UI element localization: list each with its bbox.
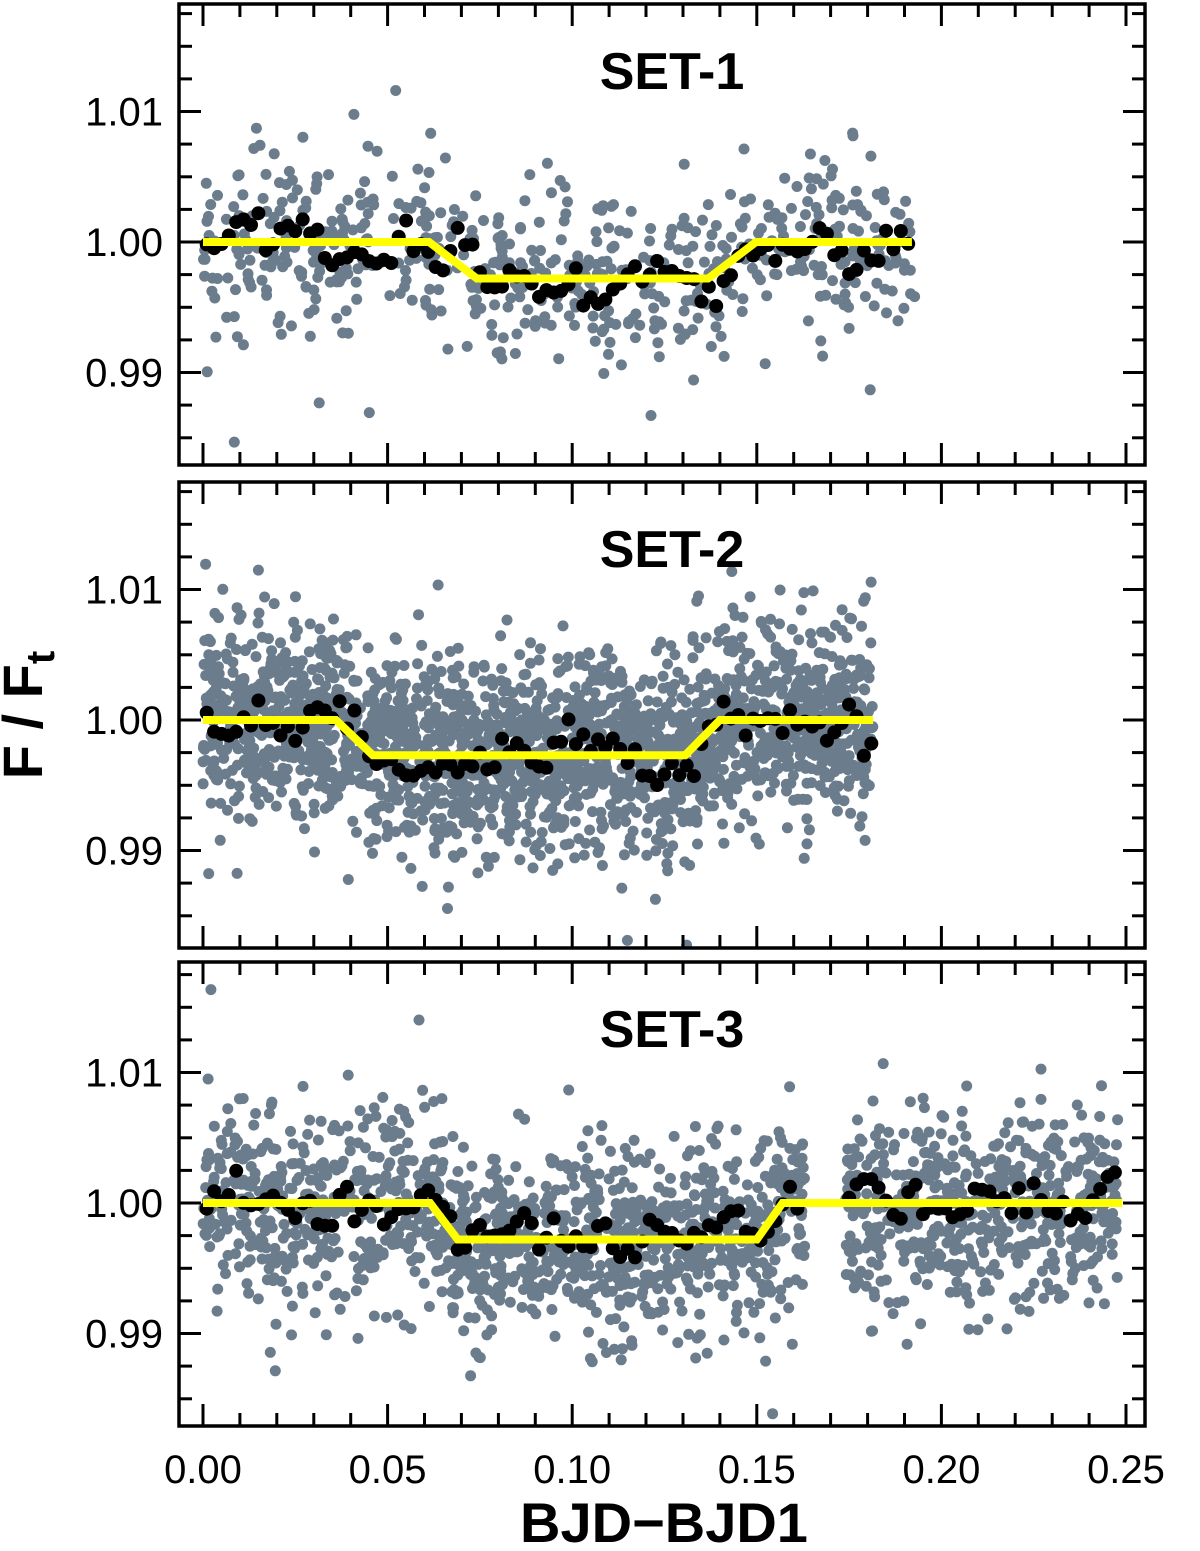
y-tick-label: 0.99 <box>85 830 163 874</box>
x-tick-label: 0.15 <box>718 1448 796 1492</box>
x-tick-label: 0.20 <box>902 1448 980 1492</box>
y-tick-label: 1.01 <box>85 91 163 135</box>
axis-ticks <box>179 482 1145 948</box>
set-label: SET-1 <box>600 43 745 101</box>
y-tick-label: 1.01 <box>85 1052 163 1096</box>
binned-points <box>199 206 916 313</box>
y-tick-label: 1.00 <box>85 221 163 265</box>
y-axis-label-main: F / F <box>0 664 54 779</box>
transit-model-line <box>203 238 912 283</box>
panel-frame <box>177 2 1147 467</box>
x-tick-label: 0.00 <box>164 1448 242 1492</box>
y-axis-label: F / Ft <box>0 651 63 779</box>
x-tick-label: 0.25 <box>1087 1448 1165 1492</box>
x-tick-label: 0.05 <box>349 1448 427 1492</box>
set-label: SET-3 <box>600 1001 745 1059</box>
y-tick-label: 0.99 <box>85 352 163 396</box>
panel-set-2: 0.99 1.00 1.01 SET-2 <box>85 480 1147 950</box>
y-tick-label: 1.00 <box>85 699 163 743</box>
panels-group: 0.99 1.00 1.01 SET-1 0.99 1.00 1.01 SET-2 0.99 1.… <box>85 2 1165 1492</box>
axis-ticks <box>179 4 1145 465</box>
y-axis-label-subscript: t <box>19 651 63 664</box>
y-tick-label: 0.99 <box>85 1313 163 1357</box>
unbinned-points <box>198 85 921 448</box>
y-tick-label: 1.00 <box>85 1182 163 1226</box>
transit-model-line <box>203 1199 1123 1244</box>
transit-model-line <box>203 716 874 760</box>
panel-frame <box>177 480 1147 950</box>
axis-ticks <box>179 962 1145 1426</box>
panel-set-3: 0.99 1.00 1.01 0.00 0.05 0.10 0.15 0.20 0.25 SET-… <box>85 960 1165 1492</box>
x-axis-label: BJD−BJD1 <box>520 1491 808 1551</box>
x-tick-label: 0.10 <box>533 1448 611 1492</box>
y-tick-label: 1.01 <box>85 569 163 613</box>
panel-set-1: 0.99 1.00 1.01 SET-1 <box>85 2 1147 467</box>
panel-frame <box>177 960 1147 1428</box>
set-label: SET-2 <box>600 521 745 579</box>
unbinned-points <box>197 984 1124 1420</box>
